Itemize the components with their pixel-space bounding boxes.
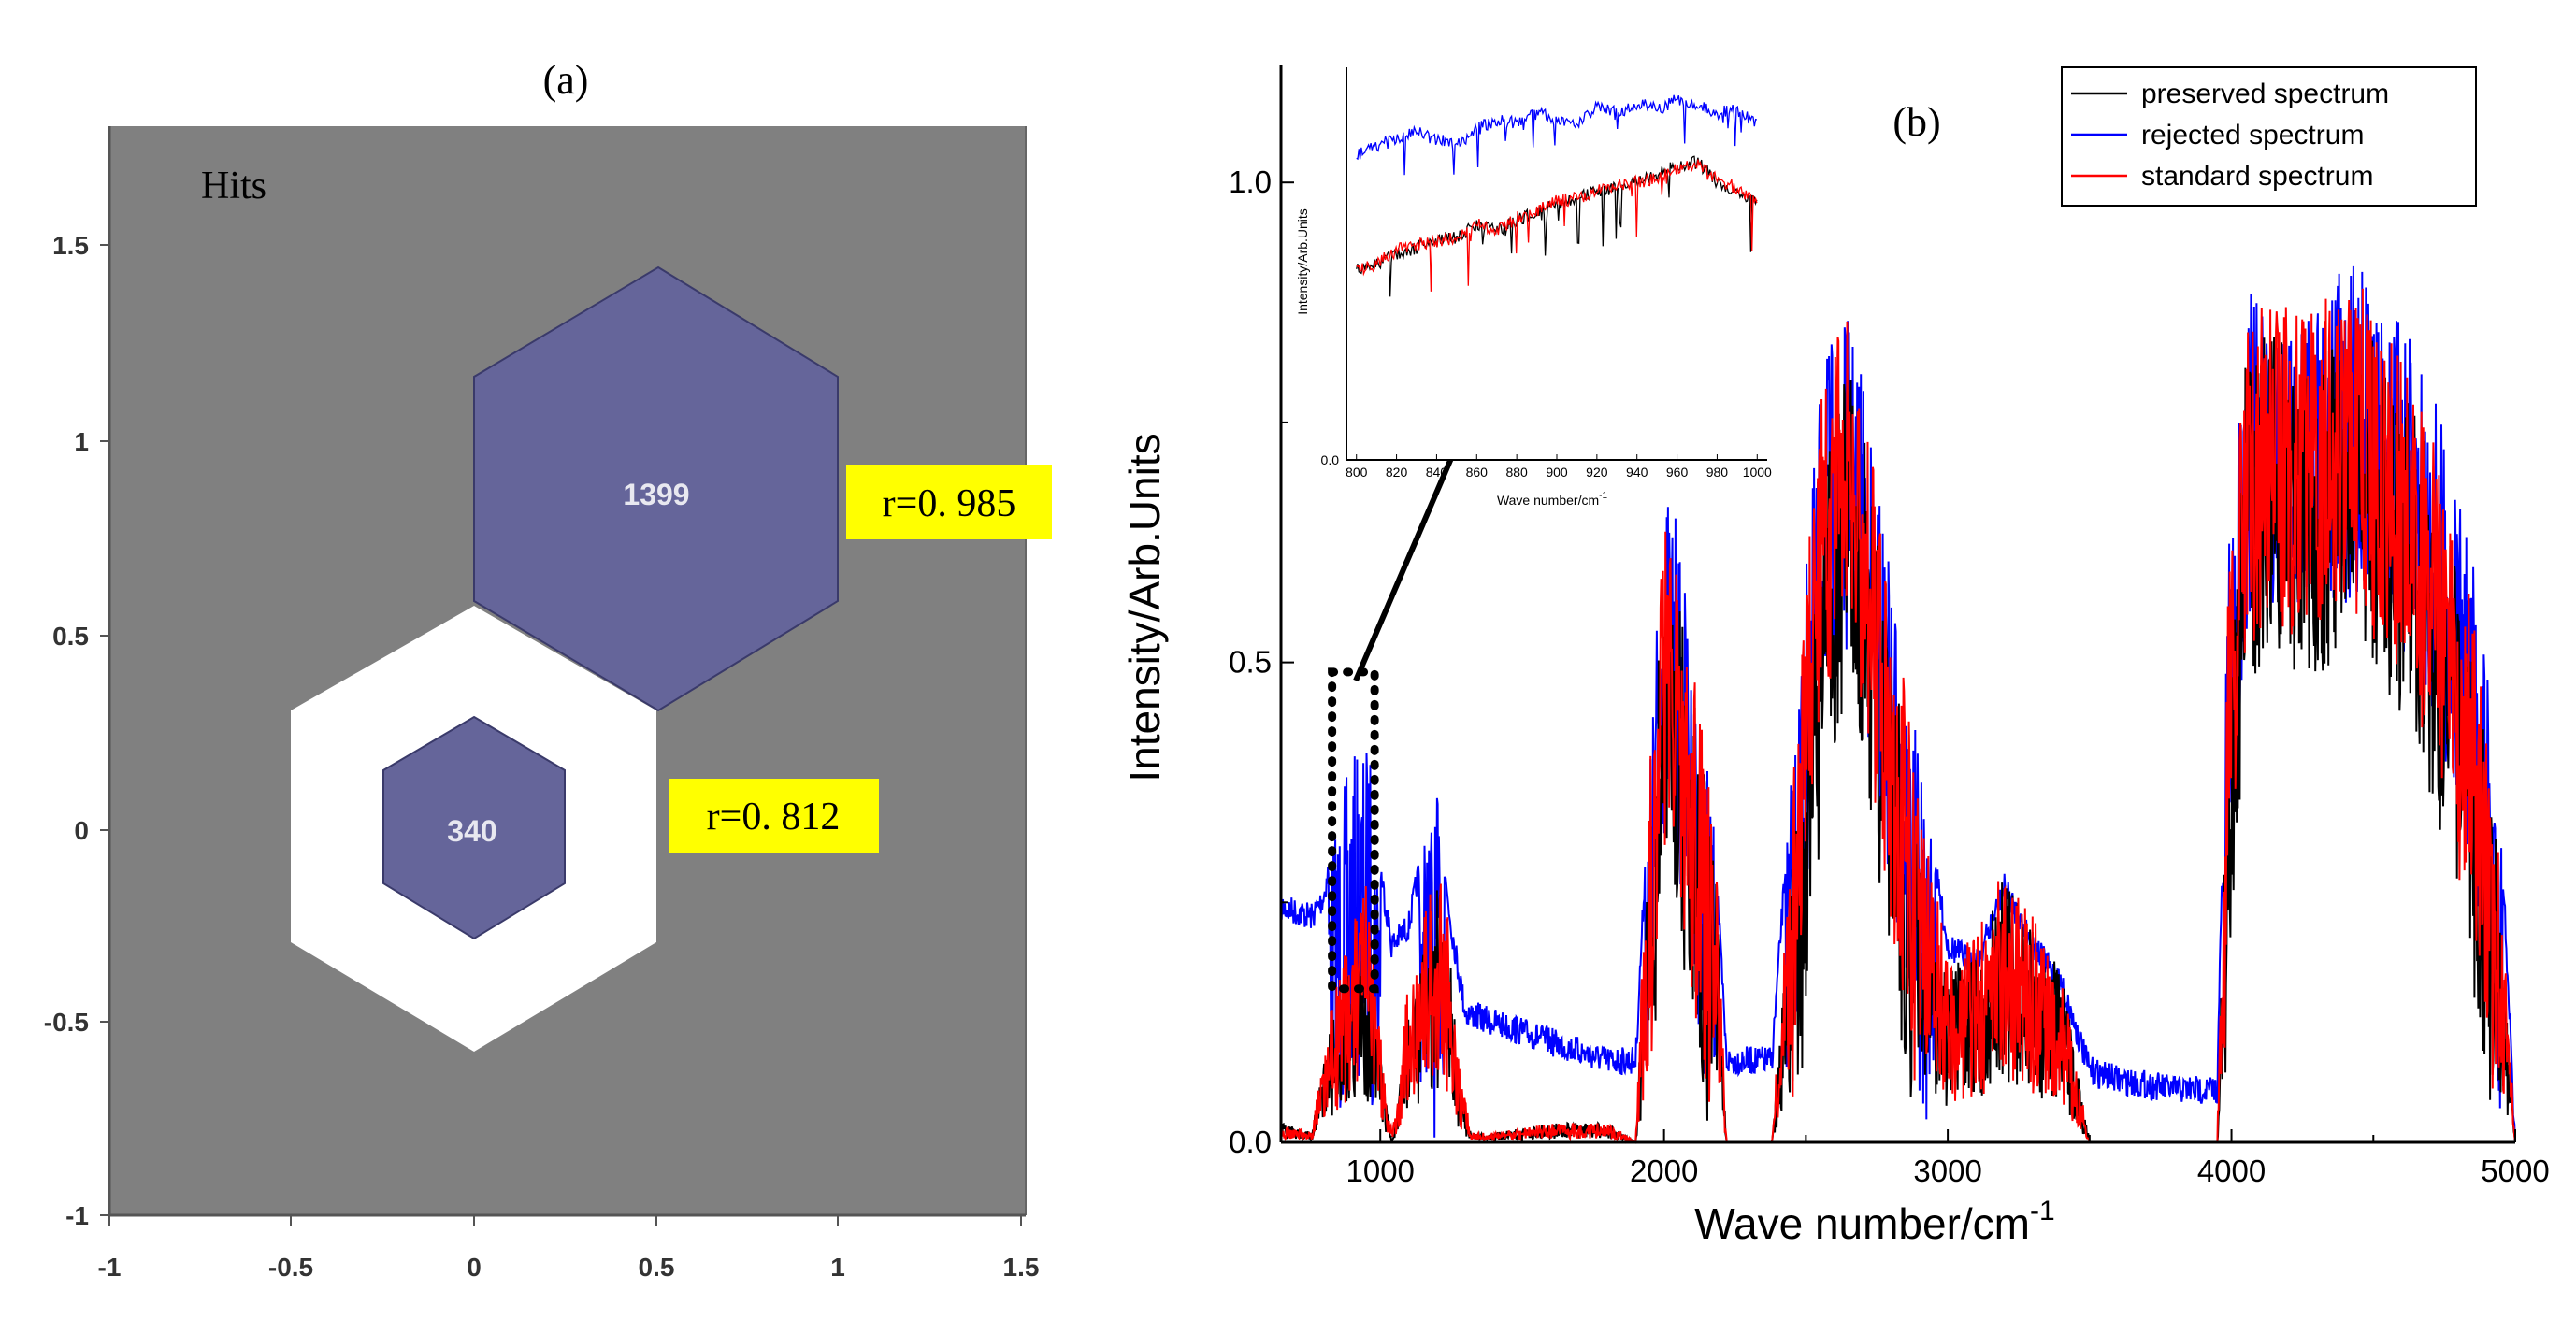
panel-a-x-ticks: -1 -0.5 0 0.5 1 1.5 [98,1215,1040,1282]
zoom-arrow [1353,428,1466,682]
panel-a-title: Hits [201,165,266,208]
r-label-upper-box [846,465,1052,539]
inset-line-rejected [1356,94,1758,176]
a-ytick-label: 1 [74,427,89,456]
b-ytick-label: 0.0 [1229,1125,1272,1159]
inset-xlabel-sup: -1 [1599,491,1607,501]
panel-b-label: (b) [1892,99,1940,145]
a-ytick-label: 0 [74,816,89,845]
panel-b-x-ticks: 1000 2000 3000 4000 5000 [1346,1129,2550,1188]
legend-label: standard spectrum [2141,161,2373,192]
inset-x-ticks: 800 820 840 860 880 900 920 940 960 980 1000 [1346,454,1772,480]
panel-b-series [1280,265,2516,1144]
b-ytick-label: 0.5 [1229,645,1272,680]
hexagon-upper-hits: 1399 [623,478,689,511]
a-xtick-label: -1 [98,1253,122,1282]
panel-a-label: (a) [543,57,589,103]
panel-b-xlabel: Wave number/cm-1 [1694,1196,2054,1248]
r-label-lower: r=0. 812 [707,796,841,839]
inset-xtick-label: 880 [1505,465,1528,480]
panel-b-ylabel: Intensity/Arb.Units [1120,433,1169,781]
a-xtick-label: 0 [467,1253,482,1282]
inset-ytick-zero: 0.0 [1321,452,1340,467]
inset-xlabel: Wave number/cm-1 [1497,491,1608,508]
a-ytick-label: -0.5 [44,1008,89,1037]
a-xtick-label: -0.5 [268,1253,313,1282]
inset-xtick-label: 900 [1546,465,1568,480]
panel-b-y-ticks: 0.0 0.5 1.0 [1229,165,1294,1159]
legend: preserved spectrum rejected spectrum stand… [2061,66,2477,207]
series-line-standard-spectrum [1280,288,2516,1144]
inset-background [1346,67,1767,460]
b-ytick-label: 1.0 [1229,165,1272,199]
b-xtick-label: 1000 [1346,1154,1414,1188]
inset-xtick-label: 940 [1626,465,1648,480]
a-ytick-label: -1 [65,1201,89,1230]
panel-a: (a) Hits 1399 340 r=0. 985 r=0. 812 1.5 … [44,57,1052,1282]
inset-xtick-label: 1000 [1743,465,1772,480]
b-xtick-label: 2000 [1630,1154,1698,1188]
a-xtick-label: 1.5 [1003,1253,1040,1282]
legend-box [2061,66,2477,207]
inset-line-standard [1356,159,1758,292]
inset-xtick-label: 960 [1666,465,1689,480]
inset-xtick-label: 860 [1466,465,1489,480]
inset-xtick-label: 820 [1386,465,1408,480]
legend-label: preserved spectrum [2141,79,2389,109]
r-label-upper: r=0. 985 [883,482,1016,525]
inset-ylabel: Intensity/Arb.Units [1295,208,1310,315]
inset-xlabel-main: Wave number/cm [1497,493,1599,508]
inset-xtick-label: 800 [1346,465,1368,480]
r-label-lower-box [669,779,879,853]
inset-xtick-label: 980 [1706,465,1729,480]
hexagon-neuron-lower [382,715,566,940]
inset-series [1356,94,1758,297]
b-xtick-label: 4000 [2197,1154,2266,1188]
a-xtick-label: 1 [830,1253,845,1282]
b-xtick-label: 5000 [2481,1154,2549,1188]
hexagon-lower-hits: 340 [447,814,496,848]
inset-chart: 800 820 840 860 880 900 920 940 960 980 1000 0.0 W… [1295,67,1772,508]
panel-b-xlabel-main: Wave number/cm [1694,1199,2030,1248]
a-xtick-label: 0.5 [639,1253,675,1282]
panel-b: 1000 2000 3000 4000 5000 0.0 0.5 1.0 (b) Wave … [1120,65,2550,1248]
a-ytick-label: 0.5 [52,622,89,651]
inset-xtick-label: 840 [1426,465,1448,480]
inset-xtick-label: 920 [1586,465,1608,480]
hexagon-neuron-upper [473,265,839,712]
legend-label: rejected spectrum [2141,120,2364,151]
panel-b-xlabel-sup: -1 [2030,1196,2055,1226]
b-xtick-label: 3000 [1913,1154,1981,1188]
legend-entries: preserved spectrum rejected spectrum stand… [2071,79,2389,192]
a-ytick-label: 1.5 [52,231,89,260]
panel-a-y-ticks: 1.5 1 0.5 0 -0.5 -1 [44,231,109,1230]
